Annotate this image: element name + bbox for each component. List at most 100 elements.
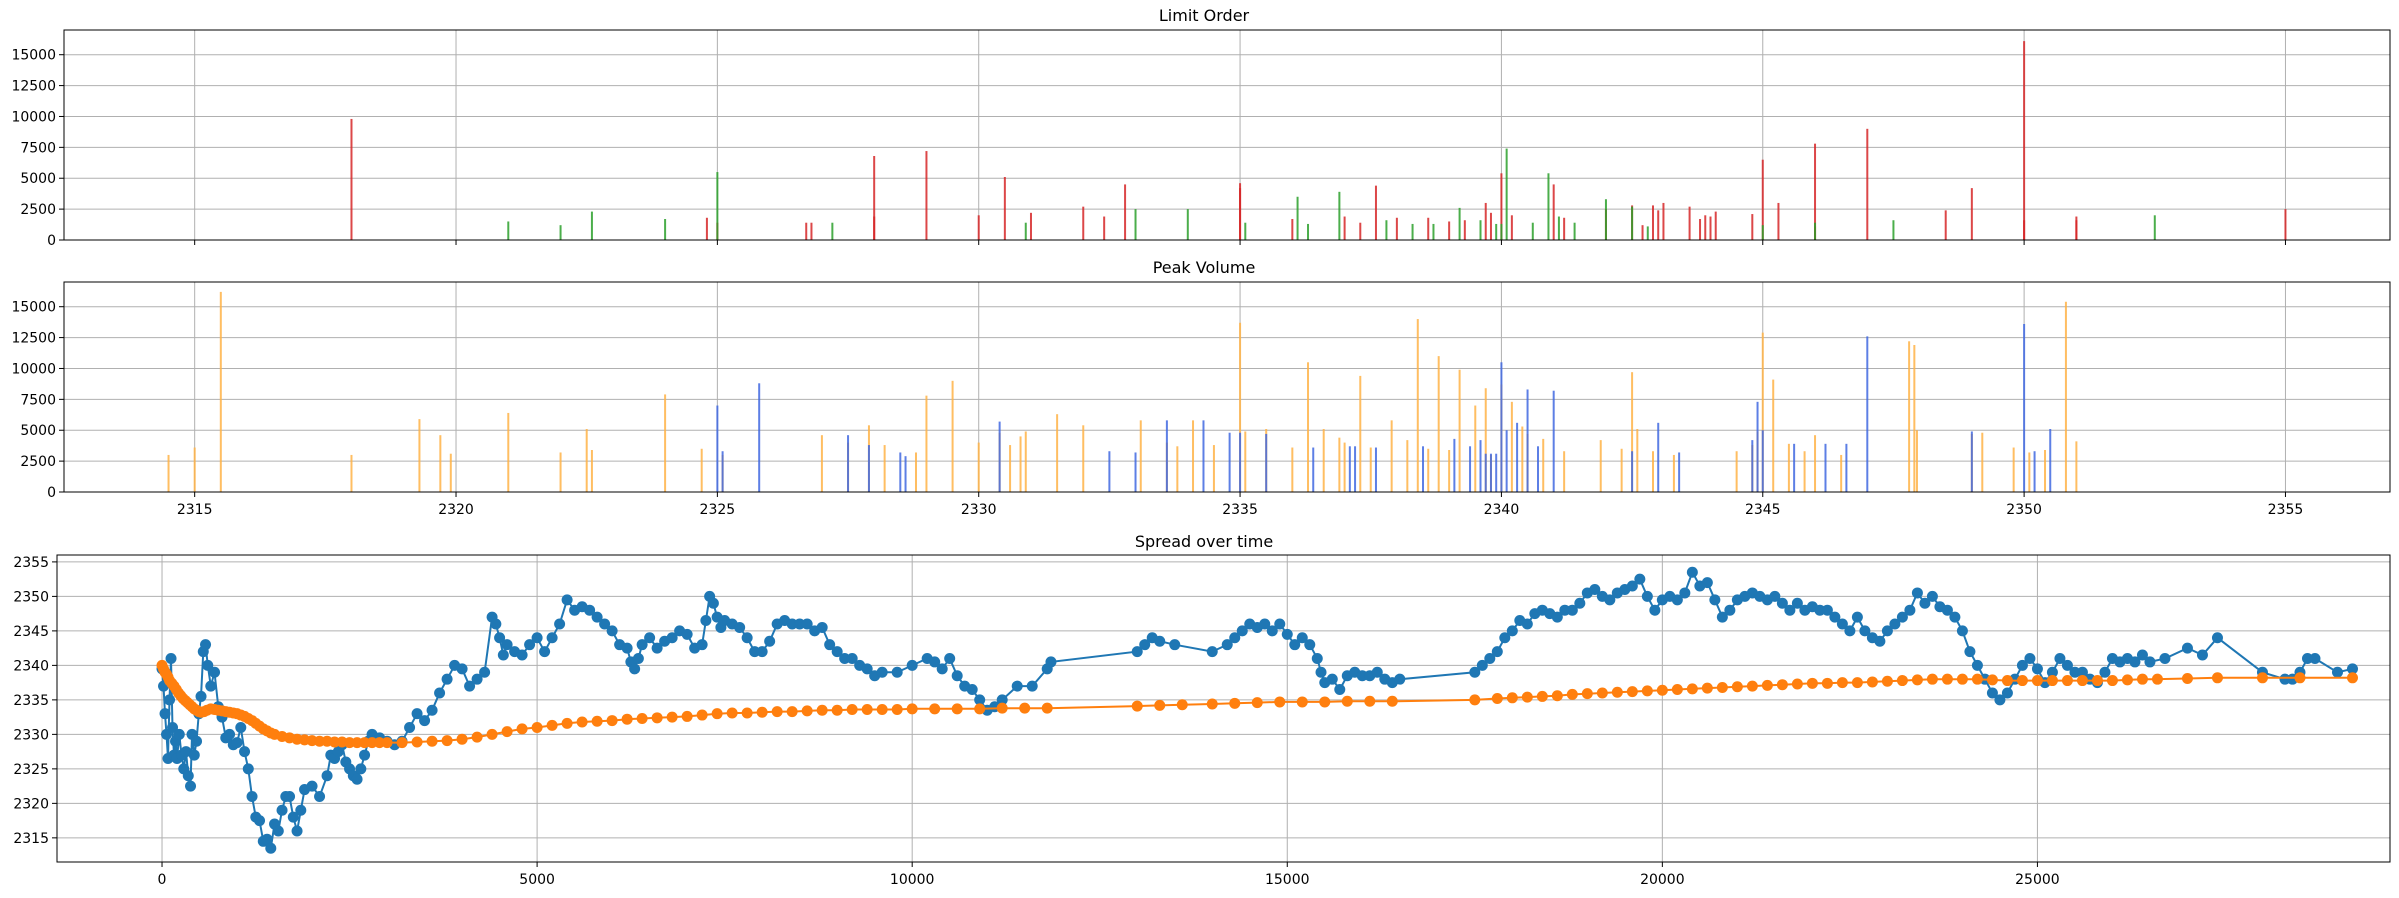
data-point — [554, 618, 566, 630]
bar — [1516, 422, 1519, 492]
data-point — [591, 715, 603, 727]
x-tick-label: 15000 — [1265, 872, 1310, 888]
bar — [904, 456, 907, 492]
data-point — [1626, 686, 1638, 698]
data-point — [185, 780, 197, 792]
data-point — [974, 694, 986, 706]
data-point — [651, 642, 663, 654]
data-point — [501, 726, 513, 738]
data-point — [801, 618, 813, 630]
data-point — [411, 708, 423, 720]
data-point — [426, 735, 438, 747]
data-point — [1551, 611, 1563, 623]
bar — [805, 222, 808, 240]
data-point — [1881, 675, 1893, 687]
bar — [883, 445, 886, 492]
bar — [2044, 450, 2047, 492]
bar — [1537, 446, 1540, 492]
y-tick-label: 2335 — [13, 693, 49, 709]
data-point — [272, 825, 284, 837]
data-point — [1476, 659, 1488, 671]
data-point — [696, 709, 708, 721]
data-point — [1566, 688, 1578, 700]
bar — [1239, 322, 1242, 492]
data-point — [1904, 604, 1916, 616]
bar — [1552, 390, 1555, 492]
data-point — [295, 804, 307, 816]
bar — [1458, 369, 1461, 492]
data-point — [1986, 687, 1998, 699]
spread-axes: 2315 2320 2325 2330 2335 2340 2345 2350 2355 0 500… — [13, 554, 2391, 888]
data-point — [906, 659, 918, 671]
data-point — [861, 704, 873, 716]
bar — [2064, 301, 2067, 492]
data-point — [2136, 673, 2148, 685]
data-point — [1469, 666, 1481, 678]
data-point — [1941, 673, 1953, 685]
bar — [2049, 429, 2052, 492]
data-point — [764, 635, 776, 647]
bar — [1505, 148, 1508, 240]
bar — [1024, 222, 1027, 240]
bar — [2153, 215, 2156, 240]
data-point — [494, 632, 506, 644]
data-point — [456, 733, 468, 745]
data-point — [1866, 676, 1878, 688]
data-point — [771, 706, 783, 718]
data-point — [2331, 666, 2343, 678]
y-tick-label: 2500 — [20, 454, 56, 470]
data-point — [644, 632, 656, 644]
bar — [1009, 445, 1012, 492]
bar — [1751, 214, 1754, 240]
data-point — [1311, 652, 1323, 664]
data-point — [891, 704, 903, 716]
data-point — [205, 680, 217, 692]
data-point — [1506, 692, 1518, 704]
data-point — [1011, 680, 1023, 692]
bar — [449, 453, 452, 492]
data-point — [2046, 666, 2058, 678]
data-point — [1806, 677, 1818, 689]
bar — [1699, 219, 1702, 240]
data-point — [1964, 646, 1976, 658]
data-point — [355, 763, 367, 775]
data-point — [707, 597, 719, 609]
data-point — [1911, 674, 1923, 686]
data-point — [629, 663, 641, 675]
y-tick-label: 7500 — [20, 140, 56, 156]
data-point — [1971, 659, 1983, 671]
bar — [1354, 446, 1357, 492]
bar — [1814, 143, 1817, 240]
bar — [1369, 447, 1372, 492]
data-point — [1701, 577, 1713, 589]
bar — [1019, 436, 1022, 492]
x-tick-label: 0 — [158, 872, 167, 888]
bar — [1484, 388, 1487, 492]
data-point — [1506, 625, 1518, 637]
data-point — [1296, 632, 1308, 644]
data-point — [621, 713, 633, 725]
data-point — [1896, 611, 1908, 623]
data-point — [1229, 632, 1241, 644]
bar — [350, 118, 353, 240]
bar — [1212, 445, 1215, 492]
y-tick-label: 10000 — [11, 109, 56, 125]
y-tick-label: 7500 — [20, 392, 56, 408]
bar — [1777, 202, 1780, 240]
x-tick-label: 2325 — [700, 502, 736, 518]
bar — [1416, 319, 1419, 492]
data-point — [1274, 696, 1286, 708]
data-point — [1296, 696, 1308, 708]
bar — [1557, 216, 1560, 240]
bar — [977, 442, 980, 492]
bar — [1981, 432, 1984, 492]
data-point — [2211, 632, 2223, 644]
bar — [1970, 188, 1973, 240]
data-point — [966, 684, 978, 696]
bar — [1552, 184, 1555, 240]
data-point — [1251, 697, 1263, 709]
data-point — [531, 721, 543, 733]
data-point — [2016, 659, 2028, 671]
data-point — [1131, 700, 1143, 712]
data-point — [1274, 618, 1286, 630]
